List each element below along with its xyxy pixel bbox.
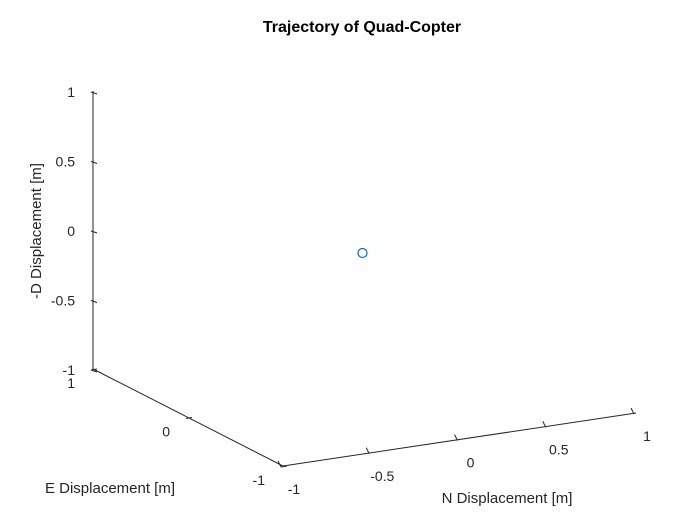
n-tick-mark [454, 434, 458, 441]
e-axis-label: E Displacement [m] [45, 480, 175, 497]
n-tick-mark [542, 421, 547, 428]
x-axis-line [282, 412, 637, 467]
y-axis-line [92, 368, 284, 467]
trajectory-point [357, 247, 368, 259]
e-tick-mark [90, 368, 98, 371]
n-tick-label: 1 [643, 428, 651, 444]
n-tick-label: -1 [288, 481, 301, 497]
z-axis-label: -D Displacement [m] [28, 163, 45, 299]
e-tick-label: 1 [67, 375, 75, 391]
n-tick-label: 0 [467, 455, 475, 471]
z-tick-mark [90, 161, 98, 164]
e-axis-ticks: -1 0 1 [67, 368, 288, 488]
z-tick-label: -1 [63, 362, 76, 378]
z-tick-mark [90, 300, 98, 303]
z-tick-label: 1 [67, 84, 75, 100]
z-tick-label: -0.5 [51, 293, 75, 309]
trajectory-points [357, 247, 368, 259]
e-tick-mark [280, 465, 288, 468]
e-tick-label: 0 [162, 424, 170, 440]
z-tick-mark [90, 91, 98, 95]
z-tick-label: 0.5 [56, 154, 76, 170]
n-axis-ticks: -1 -0.5 0 0.5 1 [277, 407, 651, 497]
z-axis-ticks: -1 -0.5 0 0.5 1 [51, 84, 98, 378]
z-tick-label: 0 [67, 223, 75, 239]
n-tick-mark [630, 407, 635, 415]
n-axis-label: N Displacement [m] [442, 490, 573, 507]
chart-title: Trajectory of Quad-Copter [263, 19, 461, 36]
n-tick-mark [277, 460, 282, 468]
n-tick-label: 0.5 [549, 441, 569, 457]
e-tick-mark [185, 417, 193, 419]
e-tick-label: -1 [253, 472, 266, 488]
n-tick-mark [365, 447, 370, 454]
n-tick-label: -0.5 [370, 468, 394, 484]
z-tick-mark [90, 230, 98, 234]
